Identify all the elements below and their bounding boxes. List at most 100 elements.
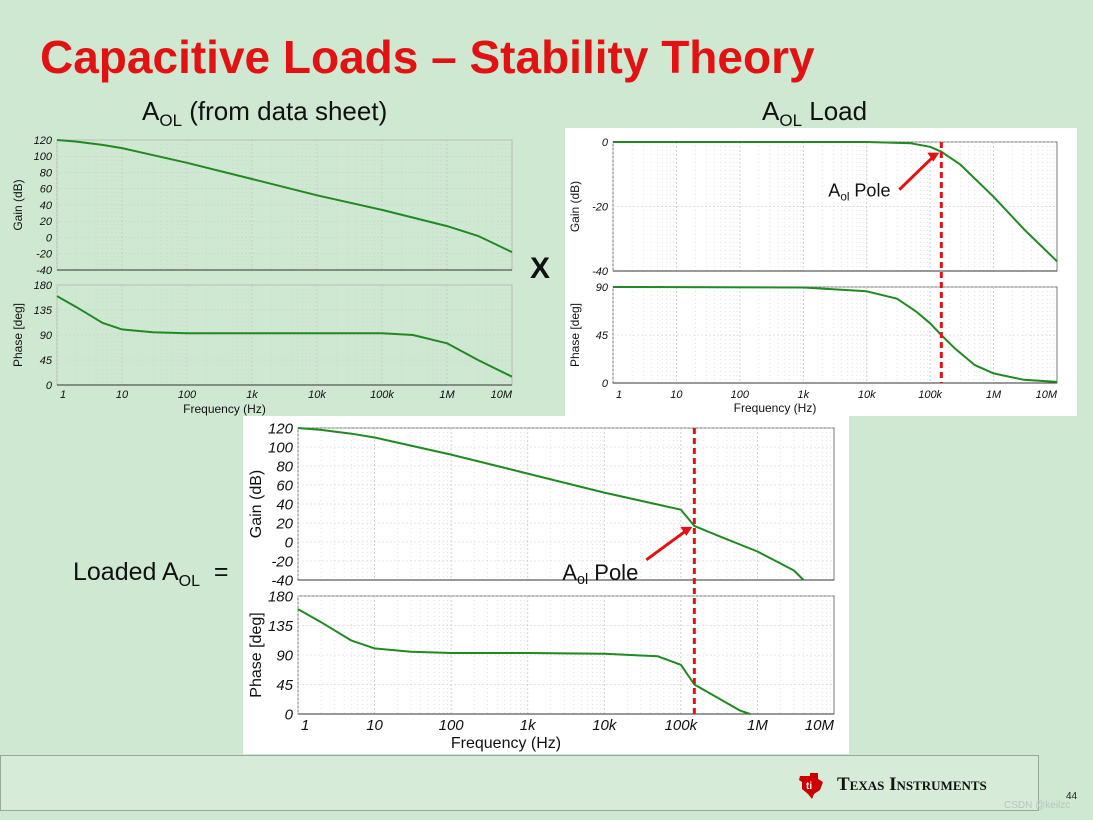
annotation-arrow-line: [645, 528, 689, 562]
loaded-label-main: Loaded A: [73, 558, 179, 586]
x-axis-label: Frequency (Hz): [451, 735, 561, 752]
x-tick-label: 10M: [491, 389, 513, 401]
y-tick-label: 120: [268, 420, 294, 437]
x-tick-label: 1M: [747, 717, 768, 734]
x-tick-label: 10: [366, 717, 383, 734]
y-tick-label: 60: [40, 184, 53, 196]
multiply-sign: X: [530, 252, 551, 285]
y-tick-label: 45: [40, 355, 53, 367]
heading-main: A: [142, 96, 160, 126]
x-tick-label: 1k: [246, 389, 258, 401]
chart-panel-1: 180 135 90 45 0 Phase [deg]: [11, 280, 513, 392]
chart-panel-0: 0 -20 -40 Gain (dB): [568, 137, 1058, 278]
pole-annotation-label: Aol Pole: [828, 181, 890, 204]
y-tick-label: 180: [268, 588, 294, 605]
y-axis-label: Gain (dB): [568, 181, 582, 232]
chart-heading-aol-load: AOL Load: [762, 96, 867, 131]
y-axis-label: Gain (dB): [248, 470, 265, 538]
y-tick-label: -20: [36, 249, 53, 261]
x-axis-label: Frequency (Hz): [734, 401, 817, 415]
y-tick-label: 100: [34, 151, 53, 163]
y-tick-label: 80: [276, 458, 293, 475]
chart-panel-1: 180 135 90 45 0 Phase [deg]: [248, 588, 835, 723]
y-tick-label: 40: [276, 496, 293, 513]
series-line: [297, 427, 805, 581]
heading-main: A: [762, 96, 780, 126]
y-tick-label: 45: [276, 677, 293, 694]
pole-annotation-main: A: [562, 560, 577, 585]
x-tick-label: 1M: [986, 389, 1002, 401]
y-tick-label: 20: [275, 515, 293, 532]
chart-panel-0: 120 100 80 60 40 20 0 -20 -40 Gain (dB): [11, 135, 513, 277]
x-tick-label: 10: [670, 389, 683, 401]
y-tick-label: 120: [34, 135, 53, 147]
annotation-arrow-head: [927, 152, 940, 162]
y-tick-label: 0: [285, 706, 294, 723]
y-tick-label: 60: [276, 477, 293, 494]
x-tick-label: 100k: [918, 389, 942, 401]
y-tick-label: 90: [596, 282, 609, 294]
y-tick-label: 0: [602, 378, 609, 390]
y-axis-label: Gain (dB): [11, 179, 25, 230]
chart-panel-0: 120 100 80 60 40 20 0 -20 -40 Gain (dB): [248, 420, 835, 589]
x-tick-label: 100: [439, 717, 465, 734]
x-tick-label: 10M: [1036, 389, 1058, 401]
ti-brand-name: Texas Instruments: [837, 774, 987, 795]
pole-annotation-sub: ol: [577, 572, 588, 588]
annotation-arrow-line: [898, 154, 936, 191]
x-axis-label: Frequency (Hz): [183, 402, 266, 416]
chart-aol-load: 0 -20 -40 Gain (dB) 90 45 0 Phase [deg] 1 10 100 1k…: [565, 128, 1077, 416]
series-line: [56, 139, 513, 254]
y-tick-label: -40: [592, 266, 609, 278]
x-tick-label: 100k: [665, 717, 699, 734]
loaded-label-equals: =: [213, 558, 229, 586]
pole-annotation-label: Aol Pole: [562, 560, 638, 588]
y-tick-label: 20: [39, 216, 53, 228]
y-tick-label: -20: [271, 553, 293, 570]
x-tick-label: 1: [301, 717, 309, 734]
y-tick-label: 135: [268, 618, 294, 635]
loaded-label-subscript: OL: [178, 573, 201, 590]
y-axis-label: Phase [deg]: [248, 612, 265, 697]
series-line: [613, 141, 1058, 263]
annotation-arrow-head: [680, 526, 693, 536]
y-axis-label: Phase [deg]: [11, 303, 25, 367]
x-tick-label: 1: [60, 389, 66, 401]
y-tick-label: -20: [592, 201, 609, 213]
ti-logo-icon: ti: [799, 773, 823, 799]
footer-bar: [0, 755, 1039, 811]
svg-text:ti: ti: [806, 781, 812, 792]
pole-annotation-rest: Pole: [588, 560, 638, 585]
heading-subscript: OL: [779, 111, 803, 130]
x-tick-label: 10: [116, 389, 129, 401]
heading-rest: Load: [802, 96, 868, 126]
y-tick-label: 40: [40, 200, 53, 212]
x-tick-label: 10M: [805, 717, 835, 734]
y-tick-label: 135: [34, 305, 53, 317]
x-tick-label: 100: [731, 389, 750, 401]
pole-annotation-sub: ol: [840, 191, 849, 204]
y-tick-label: -40: [36, 265, 53, 277]
pole-annotation-main: A: [828, 181, 840, 201]
y-tick-label: 80: [40, 167, 53, 179]
x-tick-label: 1k: [797, 389, 809, 401]
watermark: CSDN @keilzc: [1004, 800, 1071, 811]
chart-panel-1: 90 45 0 Phase [deg]: [568, 282, 1058, 390]
y-tick-label: -40: [271, 572, 293, 589]
x-tick-label: 100: [178, 389, 197, 401]
pole-annotation-rest: Pole: [849, 181, 890, 201]
chart-heading-aol-datasheet: AOL (from data sheet): [142, 96, 387, 131]
series-line: [56, 295, 513, 378]
y-tick-label: 100: [268, 439, 294, 456]
slide-title: Capacitive Loads – Stability Theory: [40, 31, 815, 83]
x-tick-label: 100k: [370, 389, 394, 401]
x-tick-label: 1M: [439, 389, 455, 401]
y-tick-label: 90: [276, 647, 293, 664]
y-tick-label: 0: [46, 380, 53, 392]
y-tick-label: 0: [285, 534, 294, 551]
x-tick-label: 1: [616, 389, 622, 401]
x-tick-label: 10k: [308, 389, 326, 401]
x-tick-label: 10k: [592, 717, 618, 734]
